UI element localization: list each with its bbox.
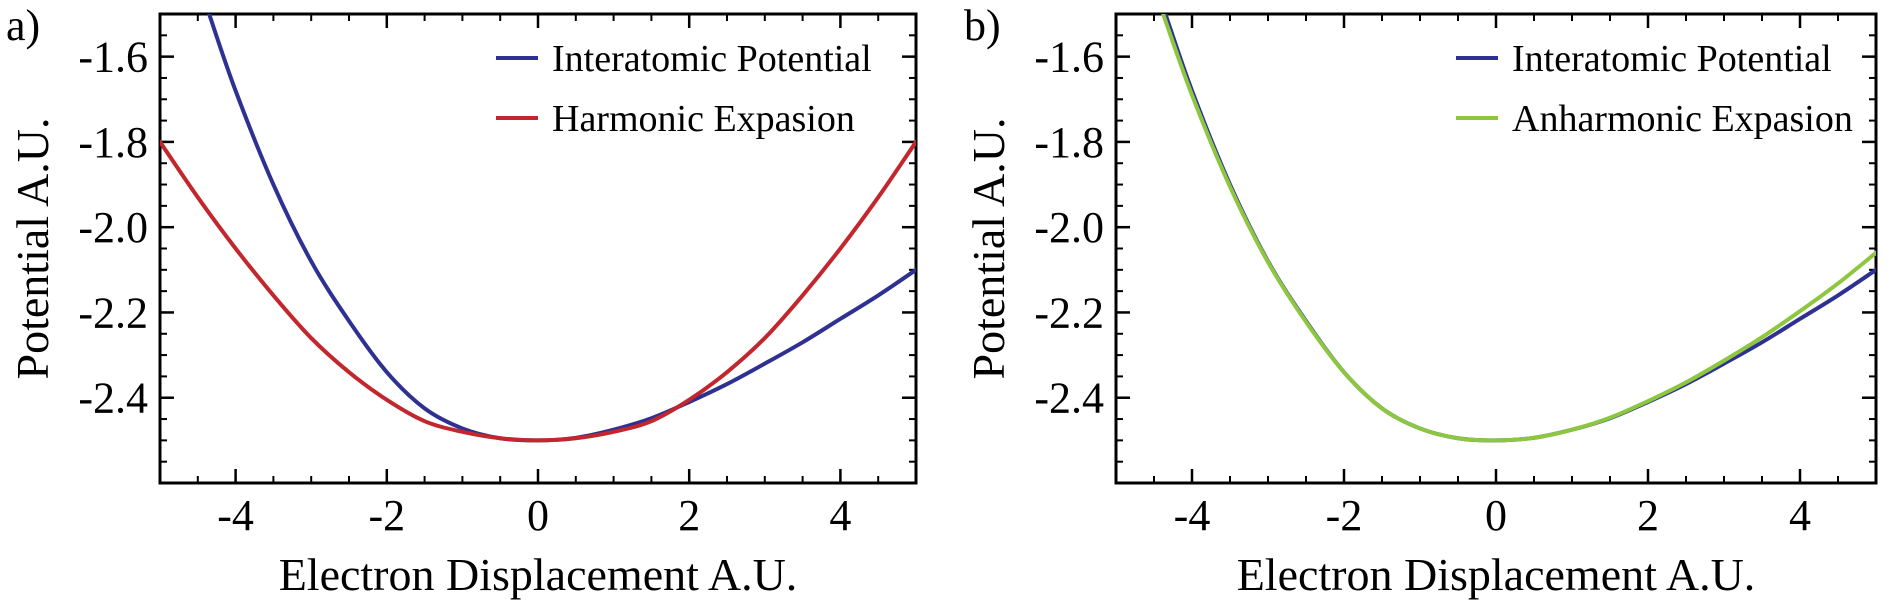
y-tick-label: -2.0 xyxy=(78,203,148,252)
legend-label: Interatomic Potential xyxy=(1512,38,1832,80)
y-axis-title: Potential A.U. xyxy=(963,118,1014,380)
y-axis-title: Potential A.U. xyxy=(7,118,58,380)
y-tick-label: -1.8 xyxy=(78,118,148,167)
y-tick-label: -2.2 xyxy=(78,288,148,337)
panel-label: b) xyxy=(964,1,1001,50)
x-tick-label: 2 xyxy=(678,491,700,540)
panel-b: -4 -2 0 2 4 -2.4 -2.2 -2.0 -1.8 -1.6 Interatomic P… xyxy=(963,1,1878,600)
x-tick-label: -2 xyxy=(1326,491,1363,540)
y-tick-label: -2.4 xyxy=(78,374,148,423)
legend-label: Harmonic Expasion xyxy=(552,98,855,140)
legend-label: Anharmonic Expasion xyxy=(1512,98,1853,140)
plot-frame xyxy=(1114,12,1878,485)
x-tick-label: 4 xyxy=(1789,491,1811,540)
y-tick-label: -2.2 xyxy=(1034,288,1104,337)
x-tick-label: 0 xyxy=(1485,491,1507,540)
x-tick-label: 4 xyxy=(829,491,851,540)
plot-frame xyxy=(158,12,918,485)
panel-a: -4 -2 0 2 4 -2.4 -2.2 -2.0 -1.8 -1.6 Interatomic P… xyxy=(6,1,918,600)
y-tick-label: -2.0 xyxy=(1034,203,1104,252)
x-tick-label: -4 xyxy=(217,491,254,540)
y-tick-label: -1.6 xyxy=(1034,33,1104,82)
x-tick-label: 0 xyxy=(527,491,549,540)
legend-label: Interatomic Potential xyxy=(552,38,872,80)
x-tick-label: -2 xyxy=(368,491,405,540)
x-tick-label: -4 xyxy=(1174,491,1211,540)
series-line-2 xyxy=(1161,14,1876,443)
x-axis-title: Electron Displacement A.U. xyxy=(1237,549,1756,600)
x-tick-label: 2 xyxy=(1637,491,1659,540)
y-tick-label: -2.4 xyxy=(1034,374,1104,423)
panel-label: a) xyxy=(6,1,40,50)
series-line-2 xyxy=(160,139,916,443)
y-tick-label: -1.8 xyxy=(1034,118,1104,167)
x-axis-title: Electron Displacement A.U. xyxy=(279,549,798,600)
y-tick-label: -1.6 xyxy=(78,33,148,82)
